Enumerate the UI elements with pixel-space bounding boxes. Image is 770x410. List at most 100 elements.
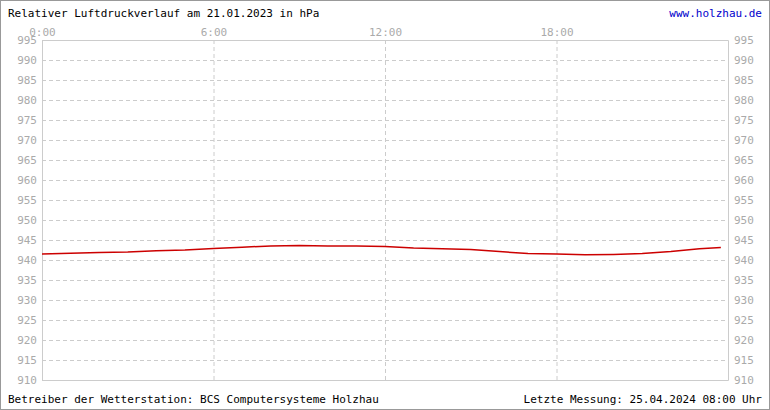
tick-label: 930 [17,294,37,307]
y-axis-right: 910 915 920 925 930 935 940 945 950 955 960 965 970 9… [728,34,754,387]
tick-label: 950 [17,214,37,227]
tick-label: 12:00 [369,26,402,39]
tick: 915 [728,354,754,367]
tick-label: 6:00 [201,26,228,39]
tick-label: 985 [734,74,754,87]
tick: 910 [17,374,42,387]
tick: 12:00 [369,26,402,40]
grid-line [42,100,728,101]
tick: 970 [17,134,42,147]
grid-line [385,40,386,380]
y-axis-left: 910 915 920 925 930 935 940 945 950 955 960 965 970 9… [17,34,42,387]
grid-line [42,80,728,81]
tick: 960 [17,174,42,187]
tick-label: 935 [734,274,754,287]
tick: 18:00 [540,26,573,40]
tick-label: 985 [17,74,37,87]
tick-label: 0:00 [29,26,56,39]
axis-line [43,380,729,381]
tick: 0:00 [29,26,56,40]
tick-label: 960 [17,174,37,187]
axis-line [728,41,729,381]
title: Relativer Luftdruckverlauf am 21.01.2023… [8,7,319,20]
chart: 910 915 920 925 930 935 940 945 950 955 960 965 970 9… [0,0,770,410]
grid-line [42,40,728,41]
tick-label: 950 [734,214,754,227]
footer-left: Betreiber der Wetterstation: BCS Compute… [8,393,379,406]
tick-label: 970 [17,134,37,147]
tick-label: 965 [734,154,754,167]
tick-label: 915 [17,354,37,367]
tick-label: 955 [17,194,37,207]
tick: 975 [728,114,754,127]
grid-line [42,40,43,380]
grid-line [42,220,728,221]
tick: 970 [728,134,754,147]
tick: 990 [728,54,754,67]
tick: 965 [728,154,754,167]
tick-label: 930 [734,294,754,307]
grid-line [42,240,728,241]
tick-label: 975 [734,114,754,127]
tick: 920 [17,334,42,347]
grid-line [557,40,558,380]
tick: 985 [728,74,754,87]
grid-line [42,340,728,341]
tick: 930 [728,294,754,307]
tick: 985 [17,74,42,87]
source-link[interactable]: www.holzhau.de [669,7,762,20]
tick: 950 [17,214,42,227]
tick: 940 [17,254,42,267]
tick-label: 18:00 [540,26,573,39]
border [1,1,770,410]
tick: 950 [728,214,754,227]
tick: 935 [17,274,42,287]
tick-label: 960 [734,174,754,187]
tick: 945 [728,234,754,247]
tick-label: 910 [17,374,37,387]
tick-label: 910 [734,374,754,387]
grid-line [214,40,215,380]
tick: 925 [17,314,42,327]
tick: 975 [17,114,42,127]
tick-label: 920 [734,334,754,347]
pressure-line [42,246,721,255]
tick: 960 [728,174,754,187]
axis-line [43,40,729,41]
tick-label: 925 [17,314,37,327]
tick-label: 970 [734,134,754,147]
tick-label: 980 [734,94,754,107]
tick-label: 945 [17,234,37,247]
plot-area [42,246,721,255]
tick-label: 935 [17,274,37,287]
grid-line [42,360,728,361]
tick-label: 975 [17,114,37,127]
tick-label: 990 [17,54,37,67]
tick: 990 [17,54,42,67]
tick-label: 920 [17,334,37,347]
tick: 955 [728,194,754,207]
tick: 940 [728,254,754,267]
tick-label: 940 [17,254,37,267]
axis-line [42,41,43,381]
tick-label: 945 [734,234,754,247]
x-axis-bottom [43,380,729,381]
tick: 965 [17,154,42,167]
tick-label: 965 [17,154,37,167]
tick-label: 915 [734,354,754,367]
tick-label: 980 [17,94,37,107]
tick: 915 [17,354,42,367]
tick-label: 990 [734,54,754,67]
tick-label: 925 [734,314,754,327]
footer-right: Letzte Messung: 25.04.2024 08:00 Uhr [524,393,763,406]
tick: 6:00 [201,26,228,40]
tick: 980 [728,94,754,107]
tick: 945 [17,234,42,247]
x-axis: 0:00 6:00 12:00 18:00 [29,26,728,41]
grid [42,40,728,381]
tick-label: 995 [734,34,754,47]
tick: 955 [17,194,42,207]
tick-label: 940 [734,254,754,267]
tick: 980 [17,94,42,107]
tick: 910 [728,374,754,387]
